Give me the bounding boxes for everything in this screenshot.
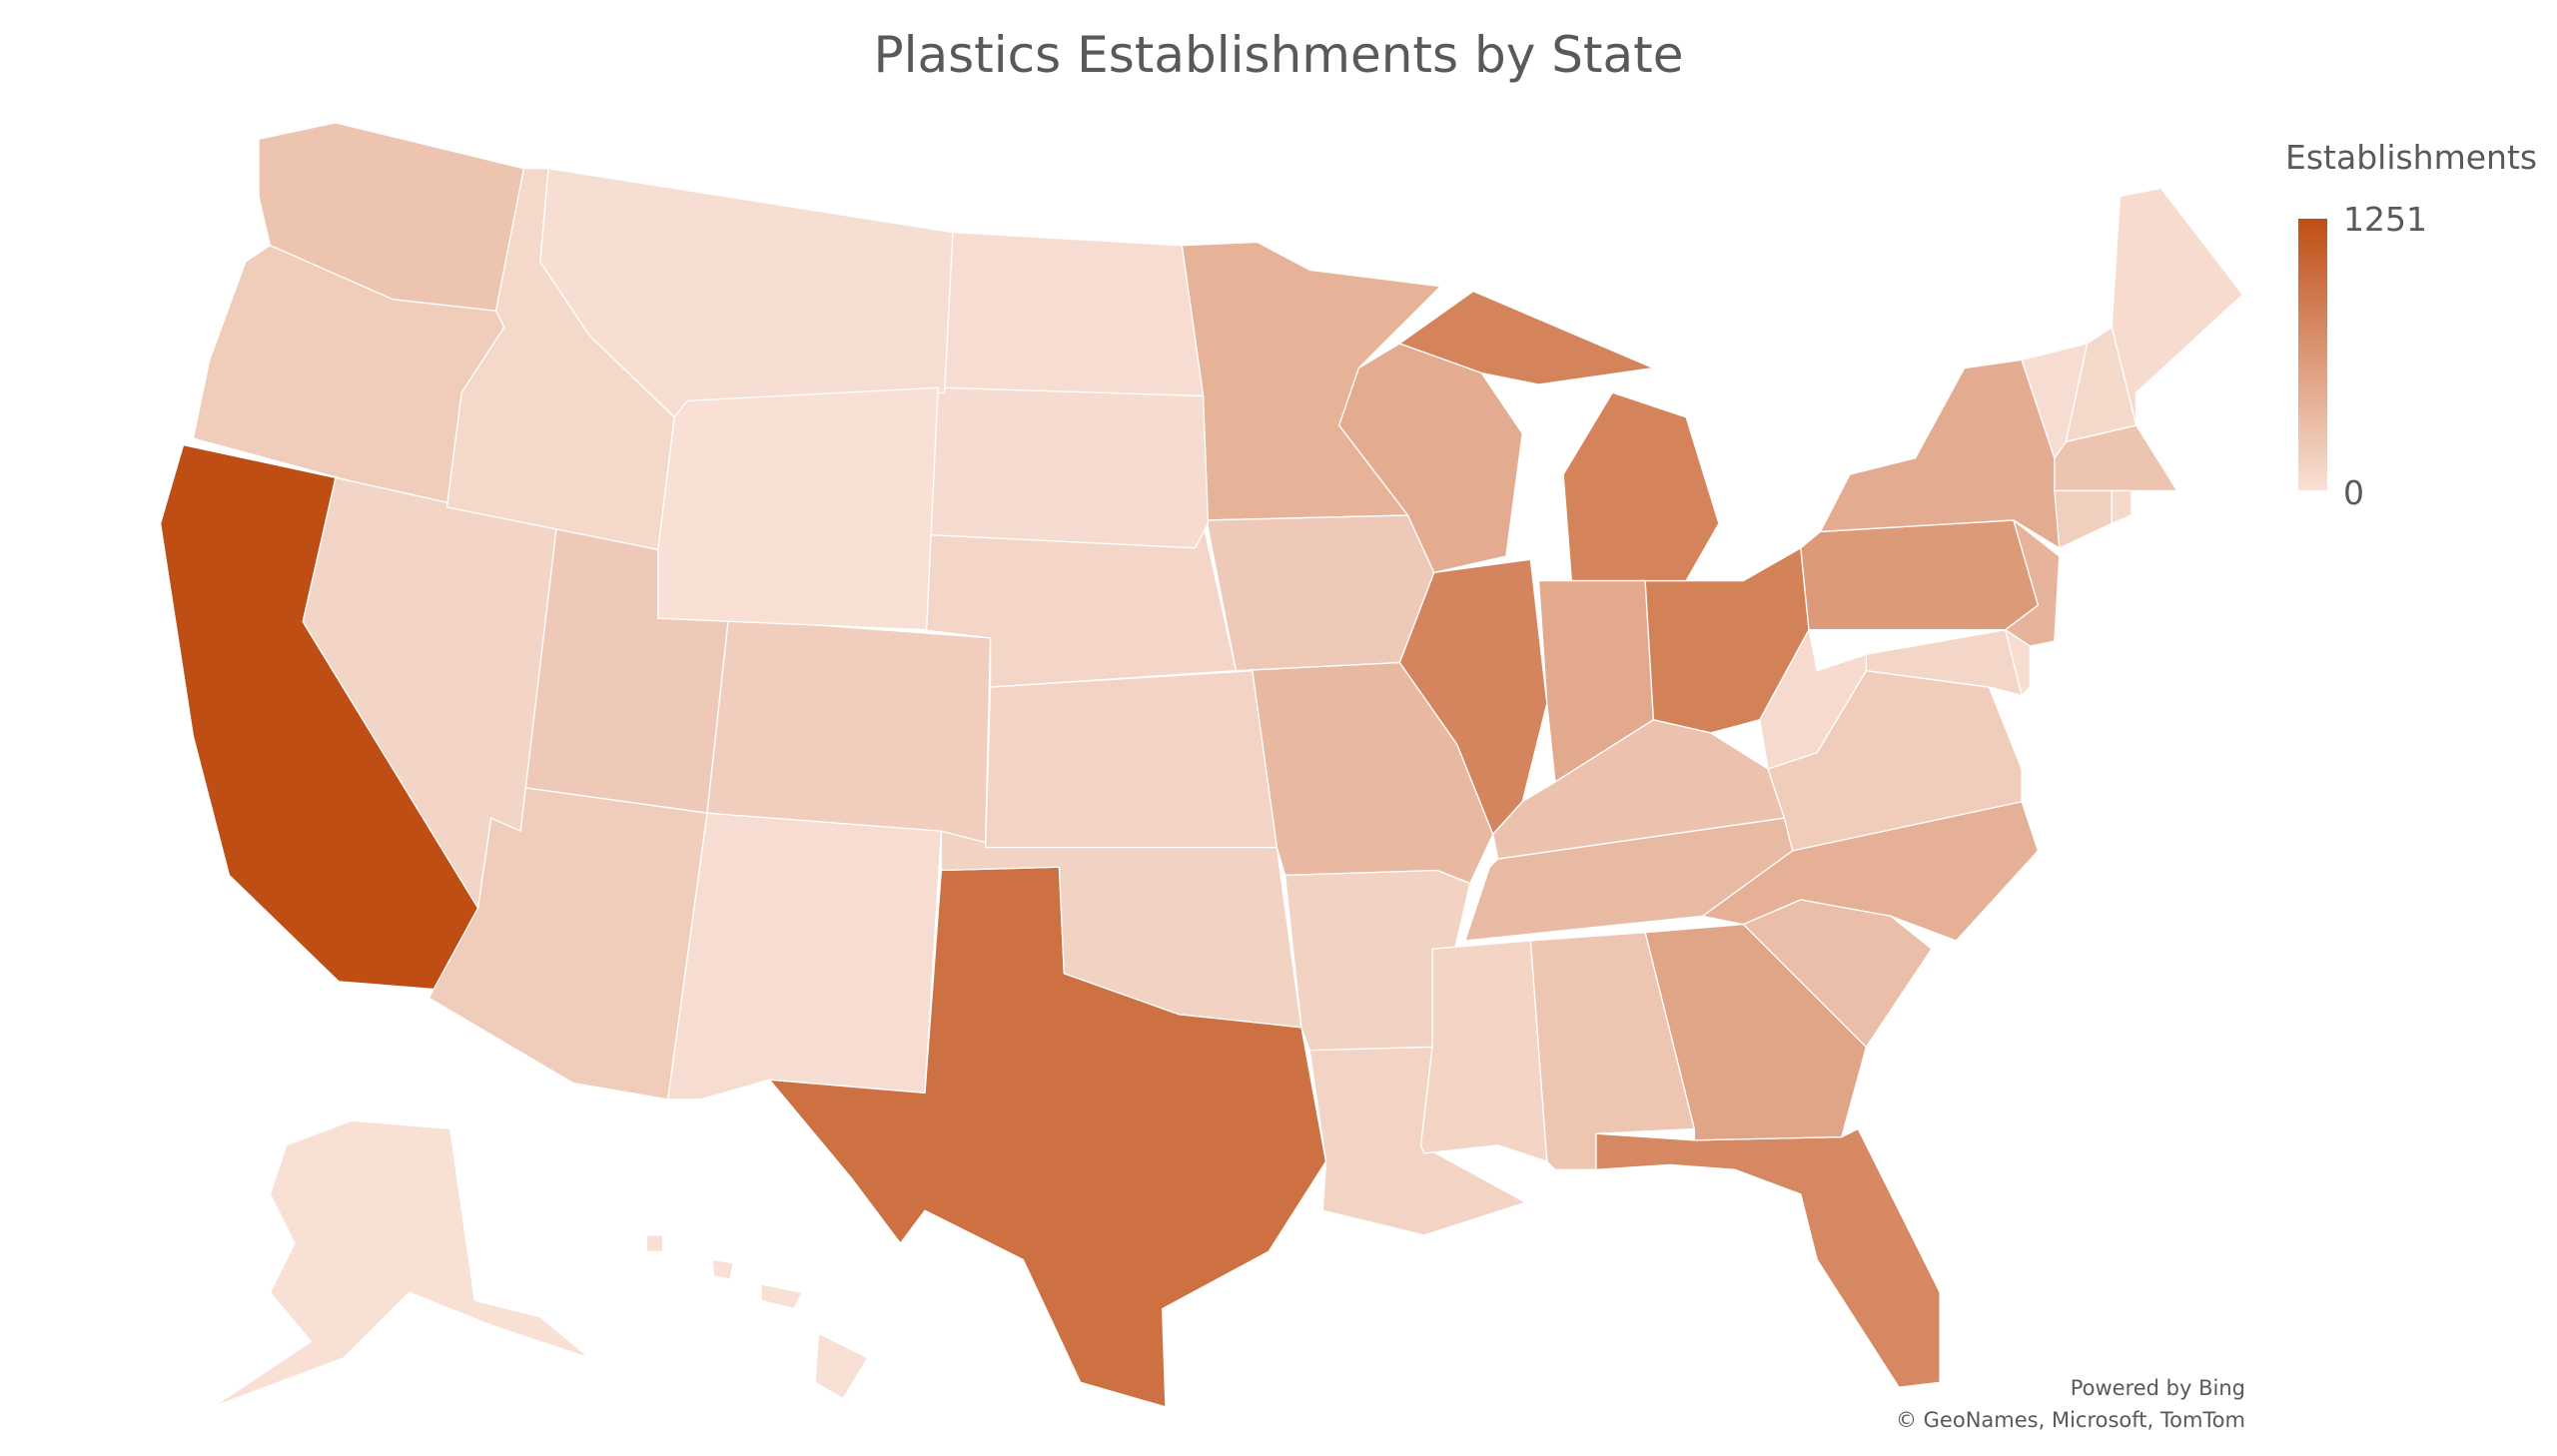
state-me[interactable] — [2111, 187, 2243, 426]
state-sd[interactable] — [929, 386, 1210, 549]
state-shape[interactable] — [814, 1332, 869, 1400]
state-shape[interactable] — [2111, 187, 2243, 426]
legend-title: Establishments — [2285, 138, 2538, 177]
map-title: Plastics Establishments by State — [873, 26, 1684, 84]
legend-color-scale — [2298, 219, 2327, 490]
state-ks[interactable] — [984, 670, 1278, 849]
state-shape[interactable] — [2005, 629, 2031, 696]
state-vt[interactable] — [2021, 343, 2089, 459]
state-shape[interactable] — [944, 231, 1205, 397]
state-pa[interactable] — [1800, 519, 2040, 631]
state-shape[interactable] — [2021, 343, 2089, 459]
state-ny[interactable] — [1819, 359, 2061, 549]
state-al[interactable] — [1529, 932, 1695, 1170]
state-shape[interactable] — [667, 812, 943, 1100]
state-wv[interactable] — [1759, 629, 1868, 770]
state-ct[interactable] — [2054, 489, 2113, 549]
state-shape[interactable] — [1419, 940, 1548, 1162]
state-shape[interactable] — [212, 1119, 590, 1408]
state-nd[interactable] — [944, 231, 1205, 397]
state-nm[interactable] — [667, 812, 943, 1100]
legend-max-label: 1251 — [2343, 200, 2427, 239]
state-ri[interactable] — [2111, 489, 2132, 524]
state-shape[interactable] — [711, 1258, 734, 1280]
state-ak[interactable] — [212, 1119, 590, 1408]
state-wy[interactable] — [657, 386, 939, 631]
legend-min-label: 0 — [2343, 473, 2364, 512]
state-shape[interactable] — [645, 1234, 664, 1252]
state-shape[interactable] — [1742, 899, 1933, 1049]
state-shape[interactable] — [1759, 629, 1868, 770]
state-shape[interactable] — [1492, 719, 1786, 860]
state-shape[interactable] — [1529, 932, 1695, 1170]
state-shape[interactable] — [657, 386, 939, 631]
powered-by-bing: Powered by Bing — [2070, 1376, 2245, 1400]
state-mi[interactable] — [1398, 290, 1720, 582]
state-sc[interactable] — [1742, 899, 1933, 1049]
state-shape[interactable] — [1562, 391, 1720, 582]
state-shape[interactable] — [984, 670, 1278, 849]
state-shape[interactable] — [929, 386, 1210, 549]
state-hi[interactable] — [645, 1234, 869, 1400]
state-ky[interactable] — [1492, 719, 1786, 860]
state-shape[interactable] — [2111, 489, 2132, 524]
state-fl[interactable] — [1595, 1127, 1941, 1388]
state-shape[interactable] — [760, 1283, 803, 1310]
map-attribution: © GeoNames, Microsoft, TomTom — [1895, 1408, 2245, 1432]
state-shape[interactable] — [1819, 359, 2061, 549]
state-de[interactable] — [2005, 629, 2031, 696]
state-shape[interactable] — [2054, 489, 2113, 549]
state-shape[interactable] — [1800, 519, 2040, 631]
state-ia[interactable] — [1206, 514, 1435, 672]
state-co[interactable] — [706, 617, 992, 844]
state-shape[interactable] — [706, 617, 992, 844]
state-ms[interactable] — [1419, 940, 1548, 1162]
state-shape[interactable] — [1206, 514, 1435, 672]
state-shape[interactable] — [1595, 1127, 1941, 1388]
